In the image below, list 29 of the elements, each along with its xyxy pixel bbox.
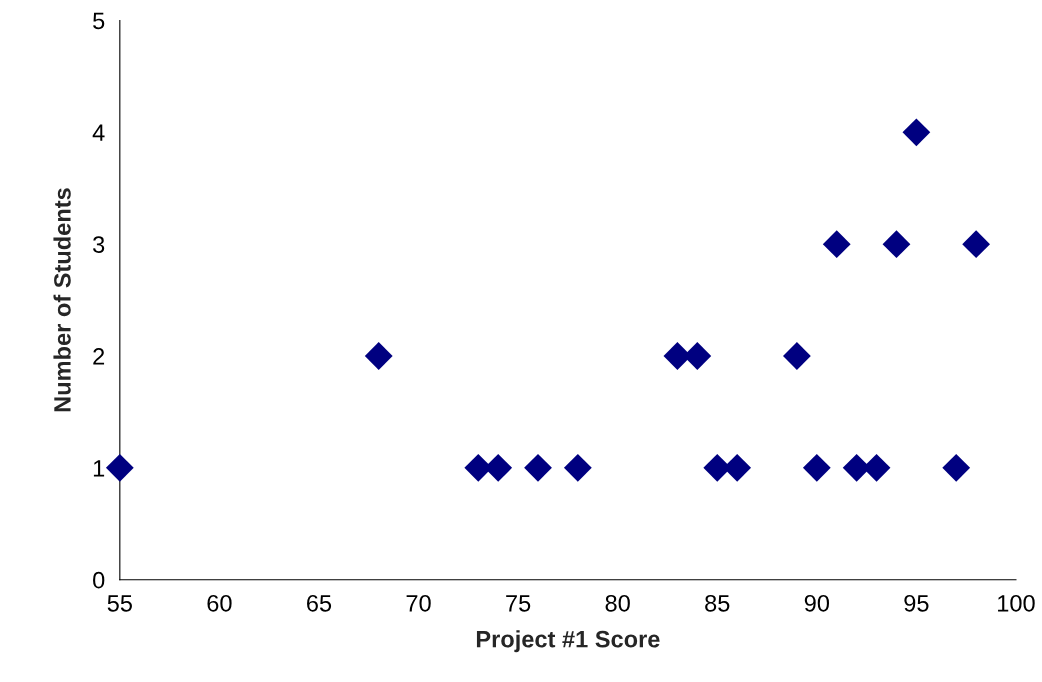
x-axis-title: Project #1 Score	[476, 630, 660, 653]
x-tick-label: 80	[605, 594, 630, 612]
y-tick-label: 4	[92, 124, 105, 141]
x-tick-label: 65	[307, 594, 332, 612]
point	[105, 453, 134, 482]
point	[524, 453, 552, 482]
point	[902, 118, 931, 147]
y-tick-label: 5	[93, 12, 105, 30]
x-tick-label: 55	[107, 595, 132, 612]
y-tick-label: 1	[93, 460, 105, 477]
x-tick-label: 95	[904, 594, 929, 612]
y-axis-title: Number of Students	[53, 188, 71, 412]
point	[802, 453, 831, 482]
point	[962, 230, 991, 259]
point	[364, 342, 393, 370]
x-tick-label: 100	[998, 594, 1035, 612]
x-tick-label: 60	[207, 594, 232, 612]
x-tick-label: 90	[804, 594, 830, 612]
point	[822, 230, 851, 259]
point	[942, 453, 971, 482]
point	[783, 342, 811, 370]
x-tick-label: 75	[506, 595, 531, 612]
y-tick-label: 2	[93, 348, 105, 365]
y-tick-label: 3	[93, 236, 105, 253]
x-tick-label: 85	[705, 594, 730, 612]
y-tick-label: 0	[93, 571, 105, 589]
point	[882, 230, 911, 259]
point	[563, 453, 592, 482]
x-tick-label: 70	[406, 594, 431, 612]
